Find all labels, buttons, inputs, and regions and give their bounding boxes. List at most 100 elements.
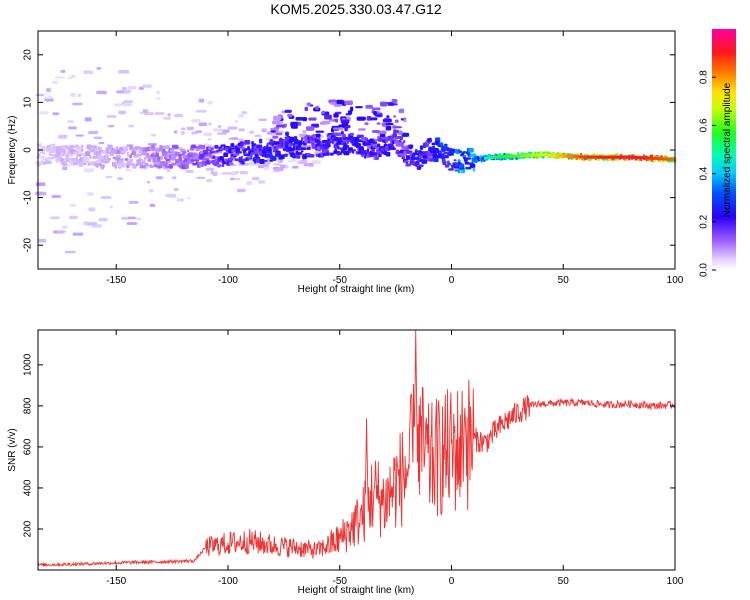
heat-cell	[319, 145, 323, 149]
heat-cell	[81, 148, 84, 152]
heat-cell	[376, 122, 381, 125]
heat-cell	[373, 139, 379, 142]
heat-cell	[302, 130, 307, 134]
heat-cell	[318, 137, 321, 141]
heat-cell	[118, 70, 130, 74]
heat-cell	[238, 138, 244, 142]
heat-cell	[239, 171, 248, 175]
heat-core-cell	[671, 157, 674, 161]
heat-core-cell	[591, 155, 594, 159]
heat-cell	[256, 158, 260, 163]
x-tick-label: -50	[333, 275, 348, 286]
heat-cell	[385, 151, 391, 157]
heat-core-cell	[583, 155, 586, 159]
heat-core-cell	[630, 155, 633, 159]
heat-core-cell	[667, 157, 670, 161]
heat-core-cell	[669, 157, 672, 161]
heat-cell	[128, 124, 135, 128]
heat-cell	[75, 147, 81, 150]
heat-cell	[364, 156, 367, 159]
heat-cell	[244, 140, 251, 145]
heat-cell	[126, 160, 132, 166]
heat-cell	[173, 188, 179, 191]
y-tick-label: 10	[23, 96, 34, 108]
heat-cell	[92, 156, 97, 159]
heat-cell	[402, 140, 406, 144]
heat-cell	[469, 163, 476, 169]
heat-cell	[295, 116, 303, 121]
heat-cell	[349, 132, 354, 136]
heat-cell	[151, 144, 156, 150]
heat-cell	[275, 132, 283, 136]
heat-cell	[191, 119, 201, 123]
heat-cell	[238, 114, 244, 118]
heat-cell	[254, 158, 257, 164]
heat-cell	[180, 131, 185, 135]
heat-cell	[321, 110, 325, 115]
heat-cell	[37, 238, 47, 243]
heat-cell	[454, 169, 459, 172]
heat-cell	[429, 159, 436, 162]
heat-core-cell	[634, 155, 637, 159]
heat-cell	[159, 145, 164, 150]
x-tick-label: -100	[218, 275, 238, 286]
heat-cell	[62, 166, 68, 171]
heat-cell	[421, 159, 428, 164]
heat-core-cell	[602, 155, 605, 159]
heat-core-cell	[612, 155, 615, 159]
heat-cell	[365, 138, 368, 143]
heat-cell	[337, 145, 340, 150]
y-tick-label: 600	[23, 438, 34, 455]
heat-cell	[96, 90, 107, 95]
heat-cell	[46, 88, 51, 92]
heat-cell	[233, 153, 240, 156]
heat-cell	[395, 141, 402, 147]
heat-cell	[39, 142, 42, 147]
heat-cell	[394, 103, 398, 106]
heat-core-cell	[510, 154, 513, 158]
heat-cell	[162, 148, 166, 153]
heat-core-cell	[661, 157, 664, 161]
heat-cell	[403, 117, 407, 120]
colorbar-tick-label: 0.6	[699, 118, 710, 132]
snr-x-ticks: -150 -100 -50 0 50 100	[106, 330, 684, 587]
heat-core-cell	[576, 155, 579, 159]
snr-frame	[37, 329, 676, 571]
heat-core-cell	[629, 155, 632, 159]
heat-core-cell	[574, 155, 577, 159]
heat-cell	[268, 148, 272, 153]
heat-cell	[231, 137, 238, 140]
heat-cell	[335, 118, 339, 123]
heat-core-cell	[652, 156, 655, 160]
heat-core-cell	[595, 155, 598, 159]
heat-cell	[35, 93, 44, 97]
heat-cell	[315, 105, 319, 111]
heat-cell	[333, 103, 342, 107]
heat-cell	[350, 106, 354, 112]
heat-cell	[48, 95, 52, 99]
heat-core-cell	[516, 154, 519, 158]
heat-core-cell	[657, 157, 660, 161]
heat-cell	[395, 152, 400, 155]
heat-cell	[444, 164, 450, 168]
heat-core-cell	[649, 156, 652, 160]
heat-core-cell	[620, 155, 623, 159]
heat-core-cell	[484, 156, 487, 160]
heat-core-cell	[584, 155, 587, 159]
heat-core-cell	[659, 157, 662, 161]
snr-panel: -150 -100 -50 0 50 100 200 400 600 800 1000 Heigh…	[7, 329, 684, 596]
heat-core-cell	[590, 155, 593, 159]
heat-cell	[147, 156, 154, 160]
heat-cell	[50, 216, 60, 220]
heat-core-cell	[656, 157, 659, 161]
heat-core-cell	[641, 156, 644, 160]
heat-cell	[247, 157, 253, 160]
heat-cell	[143, 157, 147, 160]
x-tick-label: -150	[106, 275, 126, 286]
heat-cell	[427, 137, 432, 143]
heat-cell	[371, 141, 378, 144]
heat-core-cell	[633, 155, 636, 159]
spectrogram-y-label: Frequency (Hz)	[7, 116, 18, 185]
heat-core-cell	[542, 153, 545, 157]
heat-core-cell	[608, 155, 611, 159]
